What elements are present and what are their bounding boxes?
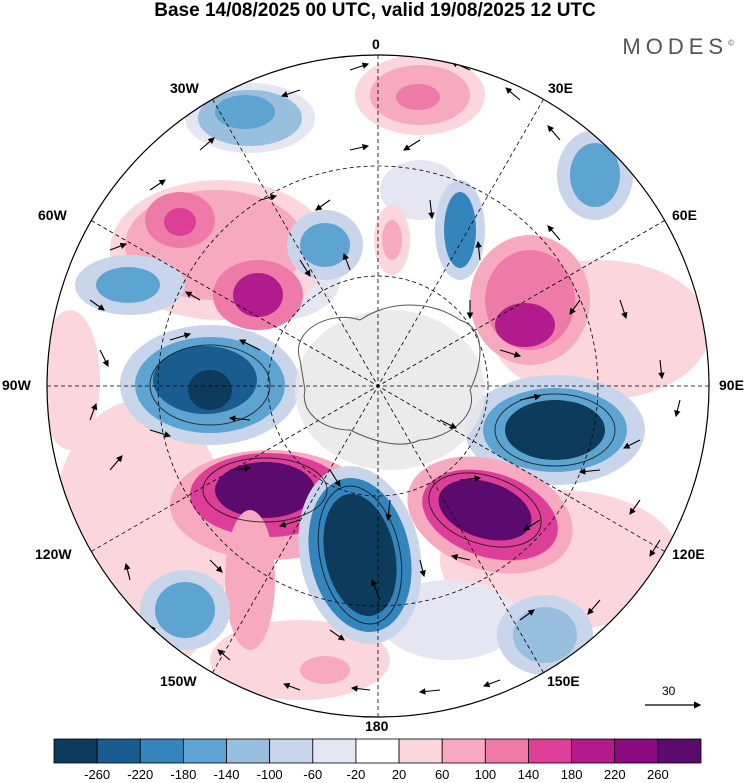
colorbar-swatch: [355, 738, 400, 764]
lon-label-30e: 30E: [548, 80, 573, 96]
lon-label-120w: 120W: [35, 546, 72, 562]
colorbar-tick-label: -220: [127, 767, 154, 782]
colorbar-swatch: [269, 738, 314, 764]
colorbar-swatch: [96, 738, 141, 764]
wind-vectors: [89, 61, 681, 695]
lon-label-180: 180: [365, 718, 389, 734]
colorbar-tick-label: 60: [434, 767, 450, 782]
lon-label-30w: 30W: [170, 80, 199, 96]
lon-label-60w: 60W: [38, 207, 67, 223]
lon-label-150e: 150E: [547, 673, 580, 689]
colorbar-swatch: [441, 738, 486, 764]
colorbar-swatch: [226, 738, 271, 764]
colorbar-swatch: [484, 738, 529, 764]
colorbar-tick-label: 180: [560, 767, 583, 782]
colorbar-swatch: [614, 738, 659, 764]
colorbar-tick-label: 100: [474, 767, 497, 782]
colorbar-swatch: [312, 738, 357, 764]
lon-label-90e: 90E: [719, 377, 744, 393]
chart-title: Base 14/08/2025 00 UTC, valid 19/08/2025…: [154, 0, 596, 21]
colorbar-swatch: [53, 738, 98, 764]
colorbar-swatch: [657, 738, 702, 764]
colorbar: [53, 738, 702, 764]
colorbar-swatch: [528, 738, 573, 764]
colorbar-swatch: [182, 738, 227, 764]
colorbar-swatch: [398, 738, 443, 764]
colorbar-tick-label: -180: [170, 767, 197, 782]
lon-label-90w: 90W: [2, 377, 31, 393]
lon-label-150w: 150W: [160, 673, 197, 689]
anomaly-field: [47, 55, 709, 700]
colorbar-tick-label: 140: [517, 767, 540, 782]
colorbar-tick-label: -60: [303, 767, 323, 782]
reference-vector-label: 30: [662, 684, 676, 698]
colorbar-tick-label: -140: [213, 767, 240, 782]
colorbar-tick-label: -20: [346, 767, 366, 782]
lon-label-120e: 120E: [672, 546, 705, 562]
colorbar-tick-label: -260: [84, 767, 111, 782]
colorbar-swatch: [139, 738, 184, 764]
modes-logo: MODES©: [622, 34, 734, 59]
lon-label-60e: 60E: [672, 207, 697, 223]
colorbar-tick-label: 20: [391, 767, 407, 782]
colorbar-swatch: [571, 738, 616, 764]
colorbar-tick-label: 220: [603, 767, 626, 782]
colorbar-tick-label: 260: [647, 767, 669, 782]
lon-label-0: 0: [372, 36, 380, 52]
colorbar-tick-label: -100: [256, 767, 283, 782]
